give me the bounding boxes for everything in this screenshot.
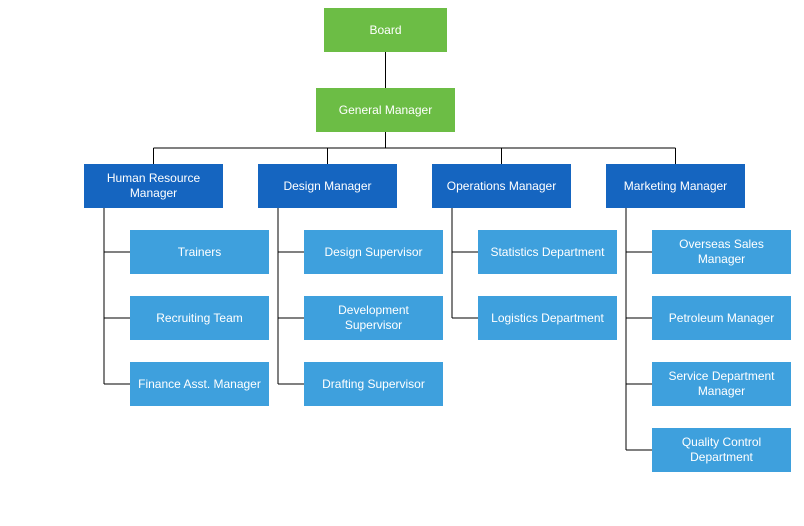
org-chart-stage: Board General Manager Human Resource Manag… bbox=[0, 0, 804, 526]
org-node-dsup: Design Supervisor bbox=[304, 230, 443, 274]
org-node-recruit: Recruiting Team bbox=[130, 296, 269, 340]
org-node-overseas: Overseas Sales Manager bbox=[652, 230, 791, 274]
org-node-service: Service Department Manager bbox=[652, 362, 791, 406]
org-node-ops: Operations Manager bbox=[432, 164, 571, 208]
org-node-finance: Finance Asst. Manager bbox=[130, 362, 269, 406]
org-node-design: Design Manager bbox=[258, 164, 397, 208]
org-node-petro: Petroleum Manager bbox=[652, 296, 791, 340]
org-node-stats: Statistics Department bbox=[478, 230, 617, 274]
org-node-board: Board bbox=[324, 8, 447, 52]
org-node-hr: Human Resource Manager bbox=[84, 164, 223, 208]
org-node-devsup: Development Supervisor bbox=[304, 296, 443, 340]
org-node-quality: Quality Control Department bbox=[652, 428, 791, 472]
org-node-gm: General Manager bbox=[316, 88, 455, 132]
org-node-logis: Logistics Department bbox=[478, 296, 617, 340]
org-node-trainers: Trainers bbox=[130, 230, 269, 274]
org-node-draft: Drafting Supervisor bbox=[304, 362, 443, 406]
org-node-mkt: Marketing Manager bbox=[606, 164, 745, 208]
